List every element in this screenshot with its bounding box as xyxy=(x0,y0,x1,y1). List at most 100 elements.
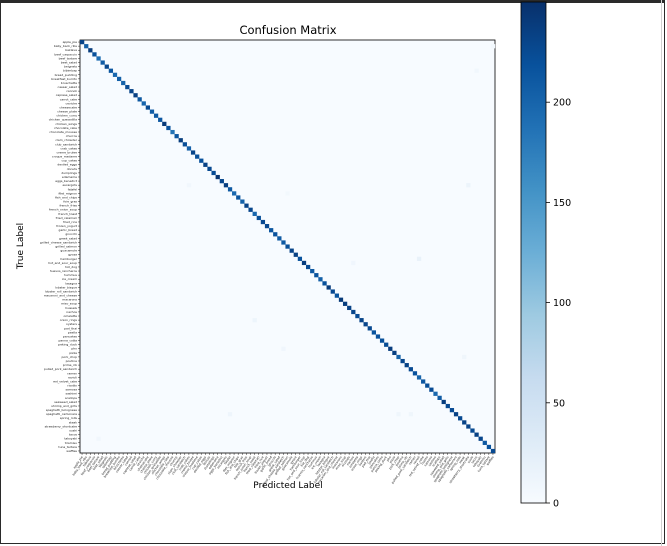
off-diagonal-cell xyxy=(396,412,401,417)
colorbar-tick-label: 100 xyxy=(553,298,571,309)
y-tick-label: donuts xyxy=(67,167,78,171)
diagonal-cell xyxy=(470,428,475,433)
y-tick-label: gyoza xyxy=(68,253,77,257)
colorbar-tick-label: 150 xyxy=(553,198,571,209)
x-tick-label: oysters xyxy=(358,455,368,467)
x-tick-label: sushi xyxy=(466,455,474,464)
off-diagonal-cell xyxy=(227,412,233,417)
chart-title: Confusion Matrix xyxy=(239,23,336,37)
diagonal-cell xyxy=(207,166,212,172)
x-tick-label: lasagna xyxy=(316,455,326,467)
diagonal-cell xyxy=(371,330,376,335)
diagonal-cell xyxy=(318,277,323,282)
diagonal-cell xyxy=(478,436,483,441)
diagonal-cell xyxy=(223,183,229,188)
x-tick-label: foie_gras xyxy=(233,455,244,469)
y-tick-label: chocolate_mousse xyxy=(49,130,77,134)
off-diagonal-cell xyxy=(462,354,467,360)
x-tick-label: churros xyxy=(169,455,179,467)
diagonal-cell xyxy=(462,420,467,425)
y-tick-label: mussels xyxy=(65,306,78,310)
diagonal-cell xyxy=(445,403,450,409)
off-diagonal-cell xyxy=(186,183,192,188)
y-tick-label: foie_gras xyxy=(63,200,77,204)
diagonal-cell xyxy=(256,215,261,221)
y-tick-label: pork_chop xyxy=(61,355,77,359)
x-tick-label: omelette xyxy=(348,455,359,468)
y-tick-label: sushi xyxy=(69,429,77,433)
x-axis-label: Predicted Label xyxy=(253,481,322,491)
diagonal-cell xyxy=(182,142,187,147)
y-tick-label: peking_duck xyxy=(58,343,77,347)
x-tick-label: ramen xyxy=(408,455,417,465)
diagonal-cell xyxy=(466,424,471,429)
off-diagonal-cell xyxy=(252,318,257,323)
diagonal-cell xyxy=(449,408,455,413)
y-tick-label: beef_carpaccio xyxy=(54,52,77,56)
diagonal-cell xyxy=(285,244,290,249)
y-tick-label: spaghetti_bolognese xyxy=(46,408,77,412)
y-tick-label: takoyaki xyxy=(64,437,77,441)
y-tick-label: fried_rice xyxy=(63,220,77,224)
y-tick-label: falafel xyxy=(68,187,77,191)
diagonal-cell xyxy=(141,101,146,106)
diagonal-cell xyxy=(277,236,282,241)
diagonal-cell xyxy=(104,64,109,69)
y-tick-label: chocolate_cake xyxy=(54,126,77,130)
y-tick-label: lasagna xyxy=(65,281,77,285)
off-diagonal-cell xyxy=(285,191,290,196)
y-tick-label: shrimp_and_grits xyxy=(51,404,77,408)
colorbar-ticks: 0 50 100 150 200 xyxy=(546,98,571,510)
diagonal-cell xyxy=(375,334,381,339)
off-diagonal-cell xyxy=(416,256,422,261)
x-tick-label: gnocchi xyxy=(267,455,277,467)
diagonal-cell xyxy=(301,260,307,266)
y-tick-label: garlic_bread xyxy=(59,228,78,232)
diagonal-cell xyxy=(314,273,319,278)
y-tick-label: samosa xyxy=(65,388,77,392)
diagonal-cell xyxy=(326,285,331,290)
diagonal-cell xyxy=(482,440,487,445)
diagonal-cell xyxy=(108,68,114,73)
diagonal-cell xyxy=(236,195,241,200)
diagonal-cell xyxy=(347,305,352,311)
off-diagonal-cell xyxy=(466,183,471,188)
diagonal-cell xyxy=(433,391,438,396)
y-tick-label: grilled_cheese_sandwich xyxy=(40,240,77,244)
y-tick-label: club_sandwich xyxy=(55,142,77,146)
y-tick-label: huevos_rancheros xyxy=(50,269,78,273)
y-tick-label: bread_pudding xyxy=(55,73,78,77)
x-tick-label: poutine xyxy=(395,455,405,467)
y-tick-label: ice_cream xyxy=(62,277,77,281)
colorbar-tick-label: 0 xyxy=(553,499,559,510)
off-diagonal-cell xyxy=(281,346,286,351)
y-tick-label: spring_rolls xyxy=(60,416,78,420)
y-tick-label: filet_mignon xyxy=(58,191,77,195)
y-tick-label: red_velvet_cake xyxy=(53,379,77,383)
diagonal-cell xyxy=(203,162,208,167)
diagonal-cell xyxy=(166,125,171,131)
x-tick-label: sashimi xyxy=(427,455,437,467)
diagonal-cell xyxy=(190,150,196,155)
diagonal-cell xyxy=(342,301,348,306)
y-tick-label: steak xyxy=(69,420,77,424)
y-tick-label: croque_madame xyxy=(52,155,77,159)
x-tick-label: pad_thai xyxy=(361,455,372,468)
diagonal-cell xyxy=(379,338,385,343)
y-tick-label: creme_brulee xyxy=(57,150,78,154)
diagonal-cell xyxy=(330,289,335,294)
y-tick-label: breakfast_burrito xyxy=(51,77,77,81)
colorbar-tick-label: 50 xyxy=(553,398,565,409)
x-tick-label: mussels xyxy=(341,455,352,468)
y-tick-labels: apple_piebaby_back_ribsbaklavabeef_carpa… xyxy=(40,40,80,453)
x-tick-label: samosa xyxy=(423,455,433,467)
y-tick-label: french_onion_soup xyxy=(49,208,77,212)
y-tick-label: bibimbap xyxy=(63,69,77,73)
diagonal-cell xyxy=(112,72,118,77)
y-tick-label: grilled_salmon xyxy=(55,245,77,249)
y-tick-label: macaroni_and_cheese xyxy=(44,294,77,298)
off-diagonal-cell xyxy=(474,68,479,73)
diagonal-cell xyxy=(170,129,175,135)
diagonal-cell xyxy=(149,109,155,114)
diagonal-cell xyxy=(429,387,434,392)
